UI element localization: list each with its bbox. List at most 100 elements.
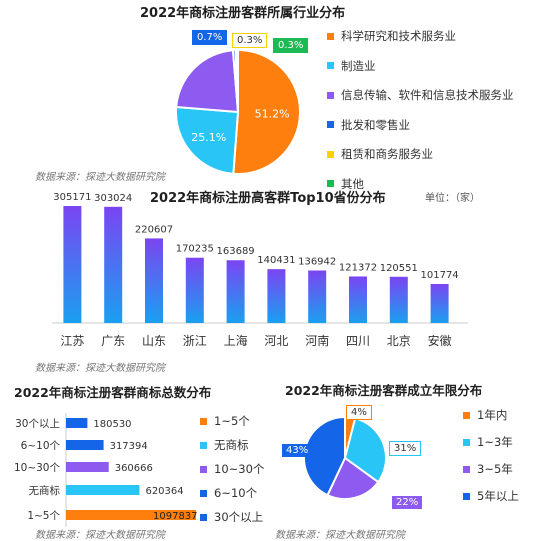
- industry-pie-badge-3: 0.7%: [192, 30, 228, 45]
- trademark-bar-3: [66, 485, 140, 495]
- years-pie-slice-1: [343, 417, 387, 484]
- chart1-source: 数据来源：探迹大数据研究院: [35, 172, 165, 183]
- legend-label: 批发和零售业: [341, 117, 410, 132]
- province-tick-label-8: 北京: [387, 334, 411, 348]
- industry-pie-slice-1: [175, 105, 240, 175]
- legend-swatch: [327, 150, 334, 158]
- province-bar-value-0: 305171: [53, 192, 91, 203]
- legend-label: 3~5年: [477, 462, 513, 476]
- province-tick-label-6: 河南: [305, 333, 329, 348]
- legend-swatch: [463, 411, 470, 419]
- chart4-source: 数据来源：探迹大数据研究院: [275, 530, 405, 541]
- province-bar-3: [185, 257, 204, 323]
- industry-pie-slice-2: [175, 49, 240, 114]
- chart2-source: 数据来源：探迹大数据研究院: [35, 363, 165, 374]
- province-tick-label-7: 四川: [346, 334, 370, 348]
- trademark-bar-value-0: 180530: [93, 419, 131, 430]
- province-bar-1: [104, 206, 123, 323]
- province-bar-value-3: 170235: [176, 244, 214, 255]
- years-pie-label-0: 4%: [346, 405, 372, 420]
- legend-label: 1~5个: [214, 414, 250, 428]
- trademark-bar-1: [66, 440, 104, 450]
- province-bar-value-9: 101774: [421, 270, 459, 281]
- province-tick-label-2: 山东: [142, 334, 166, 348]
- years-pie-label-1: 31%: [389, 441, 422, 456]
- trademark-bar-value-2: 360666: [115, 463, 153, 474]
- trademark-bar-value-4: 1097837: [153, 511, 198, 522]
- legend-label: 无商标: [214, 438, 249, 452]
- province-bar-0: [63, 206, 82, 323]
- establishment-years-pie-chart: [303, 415, 387, 500]
- province-bar-chart: 305171 江苏 303024 广东 220607 山东 170235 浙江 163689 上海…: [52, 192, 468, 348]
- trademark-bar-0: [66, 418, 88, 428]
- trademark-tick-label-1: 6~10个: [21, 440, 61, 452]
- legend-swatch: [327, 62, 334, 69]
- legend-swatch: [327, 91, 334, 99]
- trademark-legend-item-3: 6~10个: [200, 485, 257, 501]
- province-bar-4: [226, 260, 245, 323]
- industry-legend-item-2: 信息传输、软件和信息技术服务业: [327, 87, 514, 103]
- trademark-legend-item-2: 10~30个: [200, 461, 264, 477]
- legend-swatch: [200, 465, 207, 473]
- chart3-source: 数据来源：探迹大数据研究院: [35, 530, 165, 541]
- industry-pie-label-2: 22.4%: [148, 62, 183, 75]
- trademark-bar-2: [66, 462, 109, 472]
- legend-swatch: [327, 121, 334, 128]
- years-legend-item-0: 1年内: [463, 407, 507, 423]
- trademark-bar-value-3: 620364: [145, 486, 183, 497]
- legend-swatch: [463, 465, 470, 473]
- legend-swatch: [463, 438, 470, 446]
- trademark-count-bar-chart: 30个以上 180530 6~10个 317394 10~30个 360666 无商标 620…: [14, 413, 198, 527]
- chart3-title: 2022年商标注册客群商标总数分布: [14, 385, 212, 400]
- chart2-unit-label: 单位：（家）: [425, 193, 480, 204]
- years-legend-item-1: 1~3年: [463, 434, 513, 450]
- province-bar-value-5: 140431: [257, 255, 295, 266]
- trademark-bar-4: [66, 510, 196, 520]
- industry-pie-badge-4: 0.3%: [232, 33, 268, 48]
- legend-swatch: [200, 489, 207, 497]
- legend-swatch: [200, 417, 207, 425]
- industry-pie-label-1: 25.1%: [191, 131, 226, 144]
- province-tick-label-3: 浙江: [183, 334, 207, 348]
- trademark-tick-label-3: 无商标: [29, 484, 61, 497]
- province-bar-9: [430, 283, 449, 323]
- province-bar-value-2: 220607: [135, 224, 173, 235]
- legend-label: 其他: [341, 176, 364, 191]
- years-legend-item-3: 5年以上: [463, 488, 519, 504]
- province-bar-5: [267, 269, 286, 323]
- province-bar-value-7: 121372: [339, 262, 377, 273]
- trademark-legend-item-1: 无商标: [200, 437, 249, 453]
- trademark-bar-value-1: 317394: [110, 441, 148, 452]
- legend-swatch: [463, 492, 470, 500]
- province-tick-label-4: 上海: [224, 333, 248, 348]
- province-tick-label-0: 江苏: [60, 334, 84, 348]
- province-bar-value-6: 136942: [298, 256, 336, 267]
- province-bar-6: [308, 270, 327, 323]
- legend-label: 科学研究和技术服务业: [341, 29, 456, 43]
- province-bar-value-1: 303024: [94, 193, 132, 204]
- industry-legend-item-3: 批发和零售业: [327, 117, 410, 133]
- legend-swatch: [200, 441, 207, 449]
- province-bar-7: [349, 276, 367, 323]
- trademark-tick-label-4: 1~5个: [27, 510, 60, 522]
- years-pie-label-3: 43%: [282, 444, 313, 457]
- province-bar-8: [389, 276, 408, 323]
- province-tick-label-5: 河北: [264, 334, 288, 348]
- legend-swatch: [327, 180, 334, 187]
- trademark-tick-label-0: 30个以上: [15, 418, 60, 430]
- trademark-tick-label-2: 10~30个: [14, 462, 61, 474]
- legend-swatch: [200, 513, 207, 521]
- industry-pie-slice-0: [232, 48, 301, 175]
- industry-legend-item-5: 其他: [327, 176, 364, 192]
- chart2-title: 2022年商标注册高客群Top10省份分布: [150, 191, 386, 206]
- legend-label: 5年以上: [477, 489, 519, 503]
- years-legend-item-2: 3~5年: [463, 461, 513, 477]
- trademark-legend-item-4: 30个以上: [200, 509, 263, 525]
- legend-swatch: [327, 32, 334, 40]
- province-bar-value-8: 120551: [380, 263, 418, 274]
- industry-pie-label-0: 51.2%: [255, 107, 290, 120]
- industry-legend-item-1: 制造业: [327, 58, 376, 74]
- chart1-title: 2022年商标注册客群所属行业分布: [140, 6, 346, 21]
- province-tick-label-9: 安徽: [428, 333, 452, 348]
- legend-label: 制造业: [341, 58, 376, 73]
